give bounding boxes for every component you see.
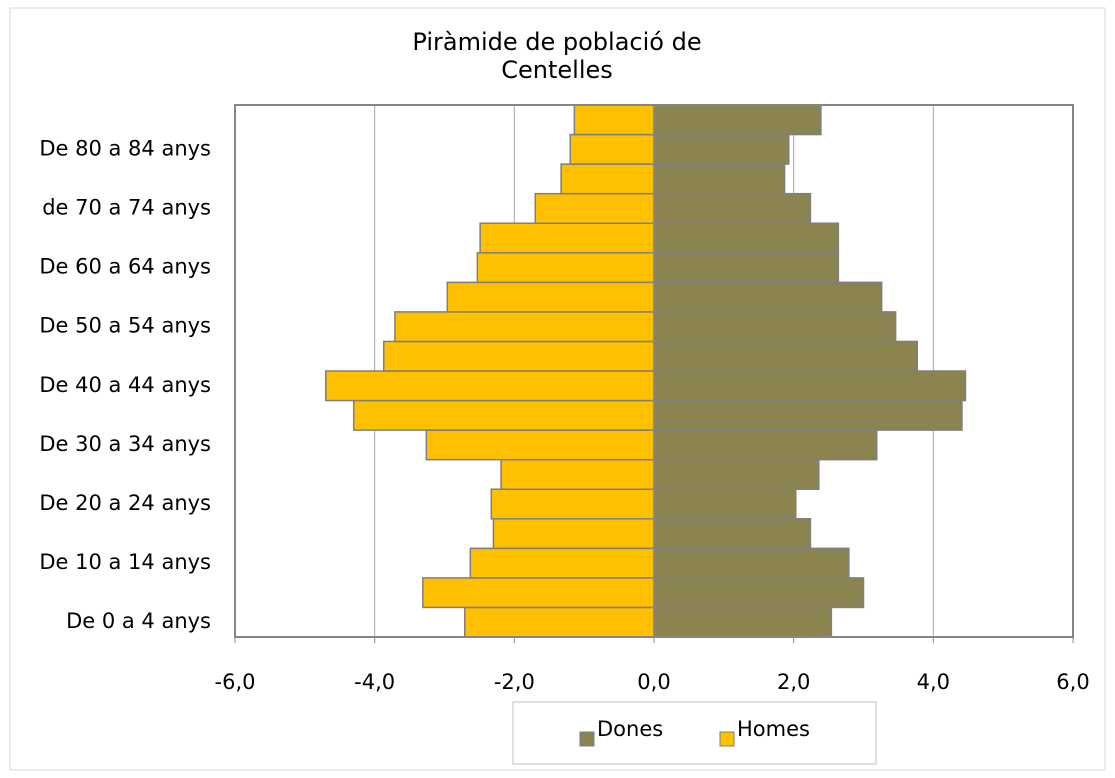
bar <box>653 518 812 550</box>
bar <box>653 399 963 431</box>
x-tick-label: -6,0 <box>215 670 256 694</box>
x-tick-label: -2,0 <box>494 670 535 694</box>
bar <box>382 340 655 372</box>
bar <box>479 222 655 254</box>
bar <box>325 370 655 402</box>
y-tick-label: de 70 a 74 anys <box>42 195 211 219</box>
bar <box>569 133 655 165</box>
bar <box>653 429 878 461</box>
bar <box>464 606 655 638</box>
bar <box>425 429 655 461</box>
bar <box>446 281 655 313</box>
bar <box>534 192 655 224</box>
bar <box>492 518 655 550</box>
bar <box>573 104 655 136</box>
y-tick-label: De 20 a 24 anys <box>39 491 211 515</box>
bar <box>653 222 840 254</box>
y-tick-label: De 30 a 34 anys <box>39 432 211 456</box>
bar <box>476 252 655 284</box>
y-tick-label: De 10 a 14 anys <box>39 550 211 574</box>
bar <box>653 340 919 372</box>
chart-title: Piràmide de població de Centelles <box>412 28 702 84</box>
bar <box>653 606 833 638</box>
x-tick-label: -4,0 <box>354 670 395 694</box>
bar <box>653 311 897 343</box>
bar <box>500 458 655 490</box>
y-tick-label: De 80 a 84 anys <box>39 136 211 160</box>
legend-label: Dones <box>597 717 663 741</box>
bar <box>653 370 967 402</box>
x-tick-label: 2,0 <box>777 670 810 694</box>
legend-swatch <box>719 731 735 747</box>
bar <box>394 311 655 343</box>
bar <box>653 104 822 136</box>
bar <box>653 163 786 195</box>
bar <box>653 252 840 284</box>
x-tick-label: 4,0 <box>917 670 950 694</box>
y-tick-label: De 50 a 54 anys <box>39 314 211 338</box>
legend-box <box>512 701 877 765</box>
legend-label: Homes <box>737 717 810 741</box>
bar <box>653 488 797 520</box>
bar <box>653 458 820 490</box>
bar <box>490 488 655 520</box>
bar <box>560 163 655 195</box>
legend-swatch <box>579 731 595 747</box>
x-tick-label: 6,0 <box>1056 670 1089 694</box>
bar <box>653 281 883 313</box>
y-tick-label: De 0 a 4 anys <box>66 609 211 633</box>
bar <box>422 577 655 609</box>
bar <box>653 133 790 165</box>
bar <box>653 547 850 579</box>
bar <box>469 547 655 579</box>
bar <box>352 399 655 431</box>
x-tick-label: 0,0 <box>637 670 670 694</box>
y-tick-label: De 60 a 64 anys <box>39 255 211 279</box>
bar <box>653 192 812 224</box>
y-tick-label: De 40 a 44 anys <box>39 373 211 397</box>
bar <box>653 577 865 609</box>
